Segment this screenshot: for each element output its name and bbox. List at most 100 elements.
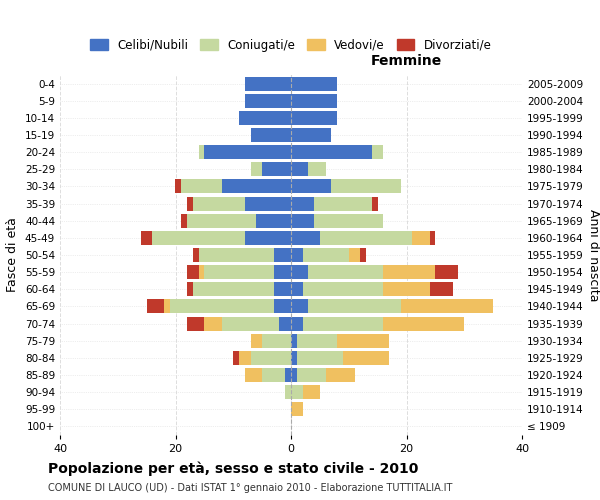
Bar — [285, 368, 291, 382]
Bar — [152, 231, 245, 245]
Bar — [291, 111, 337, 125]
Bar — [291, 351, 297, 365]
Bar — [326, 368, 355, 382]
Bar — [245, 368, 262, 382]
Bar — [251, 162, 262, 176]
Bar — [291, 402, 302, 416]
Bar — [302, 282, 383, 296]
Bar — [205, 316, 222, 330]
Bar — [308, 162, 326, 176]
Y-axis label: Fasce di età: Fasce di età — [7, 218, 19, 292]
Bar — [199, 248, 274, 262]
Y-axis label: Anni di nascita: Anni di nascita — [587, 209, 600, 301]
Bar — [222, 180, 291, 194]
Bar — [291, 282, 302, 296]
Bar — [239, 111, 291, 125]
Bar — [262, 334, 291, 347]
Bar — [297, 334, 337, 347]
Bar — [314, 214, 383, 228]
Bar — [245, 196, 291, 210]
Bar — [337, 334, 389, 347]
Bar — [320, 231, 412, 245]
Bar — [302, 248, 349, 262]
Bar — [187, 265, 199, 279]
Bar — [222, 316, 280, 330]
Bar — [274, 282, 291, 296]
Bar — [280, 316, 291, 330]
Bar — [360, 248, 366, 262]
Bar — [251, 128, 291, 142]
Bar — [372, 196, 377, 210]
Bar — [205, 145, 291, 159]
Bar — [436, 265, 458, 279]
Text: COMUNE DI LAUCO (UD) - Dati ISTAT 1° gennaio 2010 - Elaborazione TUTTITALIA.IT: COMUNE DI LAUCO (UD) - Dati ISTAT 1° gen… — [48, 483, 452, 493]
Bar — [302, 385, 320, 399]
Bar — [205, 265, 274, 279]
Bar — [245, 231, 291, 245]
Bar — [239, 351, 251, 365]
Bar — [297, 351, 343, 365]
Bar — [187, 316, 205, 330]
Bar — [187, 196, 193, 210]
Bar — [412, 231, 430, 245]
Bar — [291, 231, 320, 245]
Bar — [170, 300, 274, 314]
Bar — [193, 282, 274, 296]
Bar — [199, 145, 205, 159]
Bar — [291, 162, 308, 176]
Bar — [199, 265, 205, 279]
Bar — [291, 196, 314, 210]
Bar — [193, 248, 199, 262]
Bar — [291, 334, 297, 347]
Bar — [383, 316, 464, 330]
Bar — [314, 196, 372, 210]
Bar — [233, 351, 239, 365]
Bar — [291, 180, 331, 194]
Bar — [291, 265, 308, 279]
Bar — [291, 214, 314, 228]
Bar — [181, 180, 222, 194]
Bar — [193, 196, 245, 210]
Bar — [343, 351, 389, 365]
Bar — [251, 334, 262, 347]
Bar — [291, 248, 302, 262]
Text: Popolazione per età, sesso e stato civile - 2010: Popolazione per età, sesso e stato civil… — [48, 461, 418, 475]
Bar — [297, 368, 326, 382]
Bar — [285, 385, 291, 399]
Bar — [291, 76, 337, 90]
Bar — [430, 282, 453, 296]
Bar — [291, 368, 297, 382]
Bar — [291, 128, 331, 142]
Bar — [383, 282, 430, 296]
Bar — [274, 248, 291, 262]
Bar — [308, 300, 401, 314]
Bar — [291, 94, 337, 108]
Bar — [430, 231, 436, 245]
Bar — [146, 300, 164, 314]
Bar — [181, 214, 187, 228]
Text: Femmine: Femmine — [371, 54, 442, 68]
Bar — [187, 282, 193, 296]
Bar — [187, 214, 256, 228]
Bar — [175, 180, 181, 194]
Bar — [251, 351, 291, 365]
Bar — [383, 265, 436, 279]
Bar — [291, 316, 302, 330]
Bar — [245, 76, 291, 90]
Bar — [262, 368, 285, 382]
Bar — [291, 385, 302, 399]
Bar — [302, 316, 383, 330]
Bar — [401, 300, 493, 314]
Bar — [308, 265, 383, 279]
Bar — [164, 300, 170, 314]
Bar — [274, 300, 291, 314]
Bar — [141, 231, 152, 245]
Bar — [245, 94, 291, 108]
Bar — [256, 214, 291, 228]
Bar — [291, 145, 372, 159]
Bar — [291, 300, 308, 314]
Bar — [274, 265, 291, 279]
Bar — [331, 180, 401, 194]
Bar — [372, 145, 383, 159]
Legend: Celibi/Nubili, Coniugati/e, Vedovi/e, Divorziati/e: Celibi/Nubili, Coniugati/e, Vedovi/e, Di… — [86, 34, 496, 56]
